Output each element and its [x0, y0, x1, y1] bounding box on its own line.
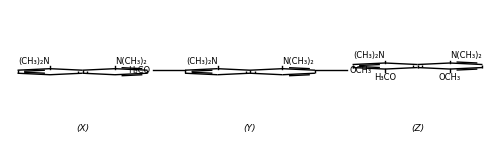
Text: OCH₃: OCH₃: [350, 66, 372, 75]
Text: (CH₃)₂N: (CH₃)₂N: [354, 51, 385, 60]
Text: N(CH₃)₂: N(CH₃)₂: [115, 57, 146, 66]
Text: N(CH₃)₂: N(CH₃)₂: [450, 51, 482, 60]
Text: (X): (X): [76, 125, 89, 133]
Text: H₃CO: H₃CO: [128, 66, 150, 75]
Text: (Z): (Z): [411, 125, 424, 133]
Text: (CH₃)₂N: (CH₃)₂N: [186, 57, 218, 66]
Text: (Y): (Y): [244, 125, 256, 133]
Text: N(CH₃)₂: N(CH₃)₂: [282, 57, 314, 66]
Text: (CH₃)₂N: (CH₃)₂N: [18, 57, 50, 66]
Text: H₃CO: H₃CO: [374, 73, 396, 82]
Text: OCH₃: OCH₃: [439, 73, 461, 82]
